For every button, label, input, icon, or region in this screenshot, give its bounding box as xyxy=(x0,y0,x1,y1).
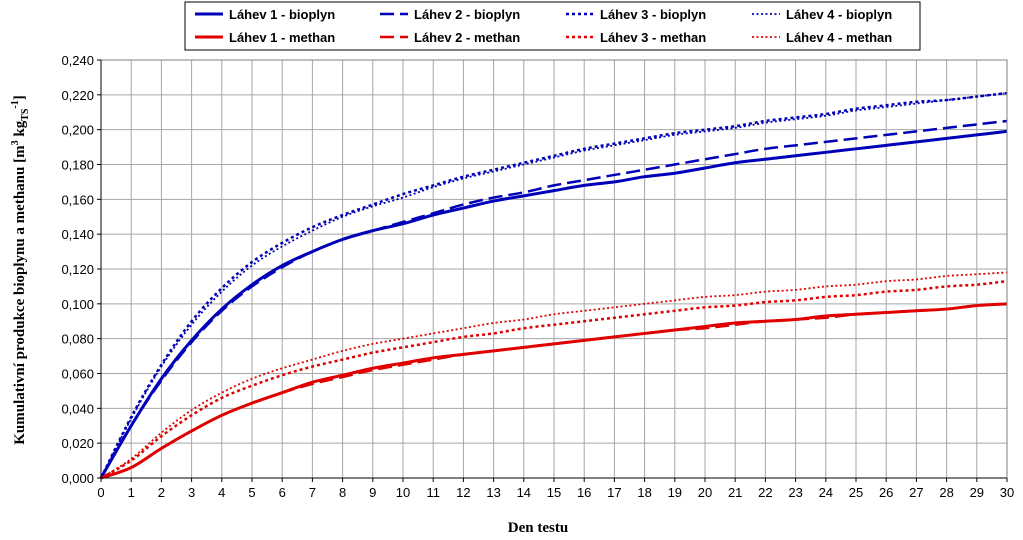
legend-item-6: Láhev 2 - methan xyxy=(380,30,520,45)
y-tick-label: 0,080 xyxy=(61,332,94,347)
x-tick-label: 25 xyxy=(849,485,863,500)
y-tick-label: 0,020 xyxy=(61,436,94,451)
series-line-8 xyxy=(100,271,1008,479)
legend-item-3: Láhev 3 - bioplyn xyxy=(566,7,706,22)
x-tick-label: 7 xyxy=(309,485,316,500)
y-tick-label: 0,060 xyxy=(61,367,94,382)
legend-item-4: Láhev 4 - bioplyn xyxy=(752,7,892,22)
x-axis-title: Den testu xyxy=(508,520,568,536)
legend-label: Láhev 1 - methan xyxy=(229,30,335,45)
legend-label: Láhev 1 - bioplyn xyxy=(229,7,335,22)
series-line-7 xyxy=(100,279,1008,480)
y-axis-unit-sub: TS xyxy=(20,108,31,121)
y-tick-label: 0,100 xyxy=(61,297,94,312)
y-tick-label: 0,120 xyxy=(61,262,94,277)
x-tick-label: 2 xyxy=(158,485,165,500)
x-tick-label: 27 xyxy=(909,485,923,500)
x-tick-label: 20 xyxy=(698,485,712,500)
legend-box xyxy=(184,1,921,51)
series-line-1 xyxy=(99,129,1008,479)
y-axis-title-main: Kumulativní produkce bioplynu a methanu xyxy=(12,167,28,445)
x-tick-label: 8 xyxy=(339,485,346,500)
legend-item-8: Láhev 4 - methan xyxy=(752,30,892,45)
x-tick-label: 10 xyxy=(396,485,410,500)
x-tick-label: 29 xyxy=(970,485,984,500)
y-axis-title: Kumulativní produkce bioplynu a methanu … xyxy=(10,95,31,445)
y-tick-label: 0,140 xyxy=(61,227,94,242)
y-tick-label: 0,000 xyxy=(61,471,94,486)
y-tick-label: 0,220 xyxy=(61,88,94,103)
x-tick-label: 5 xyxy=(248,485,255,500)
series-line-4 xyxy=(100,92,1008,479)
legend: Láhev 1 - bioplyn Láhev 2 - bioplyn Láhev … xyxy=(184,1,921,51)
x-tick-label: 26 xyxy=(879,485,893,500)
x-tick-label: 18 xyxy=(637,485,651,500)
y-tick-label: 0,180 xyxy=(61,158,94,173)
legend-label: Láhev 3 - methan xyxy=(600,30,706,45)
x-tick-label: 15 xyxy=(547,485,561,500)
x-tick-label: 28 xyxy=(939,485,953,500)
grid xyxy=(100,59,1008,479)
x-tick-label: 14 xyxy=(517,485,531,500)
legend-item-7: Láhev 3 - methan xyxy=(566,30,706,45)
x-tick-label: 12 xyxy=(456,485,470,500)
tick-labels: 0 1 2 3 4 5 6 7 8 9 10 11 12 13 14 15 16 17 18 19 20 21 22 23 24… xyxy=(61,53,1014,500)
legend-label: Láhev 2 - bioplyn xyxy=(414,7,520,22)
x-tick-label: 0 xyxy=(97,485,104,500)
legend-item-2: Láhev 2 - bioplyn xyxy=(380,7,520,22)
y-tick-label: 0,240 xyxy=(61,53,94,68)
y-tick-label: 0,200 xyxy=(61,123,94,138)
svg-text:Kumulativní produkce bioplynu: Kumulativní produkce bioplynu a methanu … xyxy=(10,95,31,445)
legend-item-5: Láhev 1 - methan xyxy=(195,30,335,45)
y-tick-label: 0,040 xyxy=(61,401,94,416)
y-axis-unit-sup3: 3 xyxy=(10,140,21,145)
x-tick-label: 6 xyxy=(279,485,286,500)
x-tick-label: 1 xyxy=(128,485,135,500)
x-tick-label: 16 xyxy=(577,485,591,500)
x-tick-label: 11 xyxy=(426,485,440,500)
legend-label: Láhev 3 - bioplyn xyxy=(600,7,706,22)
series-line-2 xyxy=(99,119,1008,479)
legend-item-1: Láhev 1 - bioplyn xyxy=(195,7,335,22)
x-tick-label: 30 xyxy=(1000,485,1014,500)
legend-label: Láhev 2 - methan xyxy=(414,30,520,45)
y-tick-label: 0,160 xyxy=(61,192,94,207)
series-line-6 xyxy=(100,302,1008,480)
x-tick-label: 21 xyxy=(728,485,742,500)
x-tick-label: 13 xyxy=(486,485,500,500)
x-tick-label: 17 xyxy=(607,485,621,500)
series-layer xyxy=(99,91,1008,480)
legend-label: Láhev 4 - bioplyn xyxy=(786,7,892,22)
y-axis-unit-close: ] xyxy=(12,95,28,100)
x-tick-label: 22 xyxy=(758,485,772,500)
x-tick-label: 3 xyxy=(188,485,195,500)
x-tick-label: 23 xyxy=(788,485,802,500)
y-axis-unit-sup-neg1: -1 xyxy=(10,100,21,108)
y-axis-unit-kg: kg xyxy=(12,120,28,140)
x-tick-label: 24 xyxy=(819,485,833,500)
x-tick-label: 9 xyxy=(369,485,376,500)
x-tick-label: 19 xyxy=(668,485,682,500)
legend-label: Láhev 4 - methan xyxy=(786,30,892,45)
series-line-3 xyxy=(99,91,1008,479)
x-tick-label: 4 xyxy=(218,485,225,500)
y-axis-unit-open: [m xyxy=(12,145,28,163)
